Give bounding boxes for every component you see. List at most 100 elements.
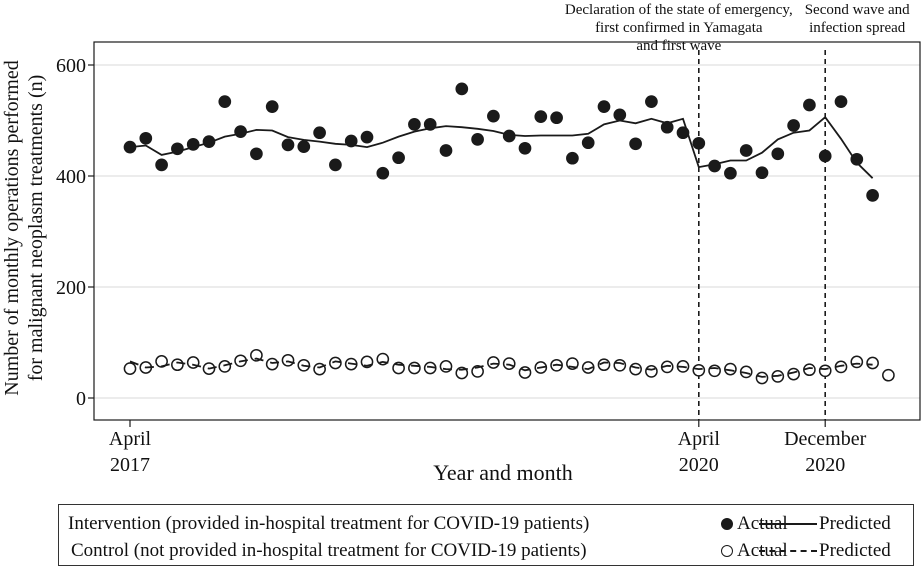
annotation-1-line-0: Second wave and [805,2,910,18]
series-0-point-14 [344,134,358,148]
series-0-point-31 [613,108,627,122]
annotation-0-line-2: and first wave [636,38,721,54]
axis-layer: 0 200 400 600 April 2017 April 2020 December 2020 [56,41,921,476]
series-0-point-20 [439,144,453,157]
series-0-point-8 [250,147,263,161]
y-tick-label-0: 0 [76,388,86,410]
legend-control-label: Control (not provided in-hospital treatm… [71,540,587,561]
series-2-point-39 [739,365,753,379]
series-2-point-22 [471,365,484,378]
x-tick-label-year-1: 2020 [679,454,719,476]
series-0-point-2 [155,158,168,172]
series-2-point-36 [692,363,706,377]
series-2-point-20 [439,360,453,373]
series-0-point-27 [550,111,563,125]
series-2-point-10 [281,353,295,367]
series-0-point-45 [834,95,848,108]
series-0-point-21 [455,82,469,96]
annotation-1-line-1: infection spread [809,20,906,36]
legend-control-actual-marker [721,545,733,557]
series-0-point-25 [518,141,532,155]
series-2-point-47 [866,356,879,370]
series-0-point-22 [471,133,484,146]
legend: Intervention (provided in-hospital treat… [58,504,914,566]
series-0-point-18 [408,118,421,131]
series-2-point-40 [755,371,769,385]
event-layer: Declaration of the state of emergency, fi… [565,2,910,420]
series-0-point-6 [218,95,232,108]
series-2-point-32 [629,362,642,376]
series-3-predicted-line [129,357,873,378]
legend-intervention-predicted-label: Predicted [819,513,891,534]
series-2-point-38 [724,362,737,376]
label-layer: Number of monthly operations performed f… [1,60,573,485]
series-0-point-11 [297,140,311,153]
series-0-point-46 [850,152,864,166]
series-layer [123,82,895,385]
grid-layer [94,64,920,399]
series-2-point-44 [818,364,832,378]
annotation-0-line-0: Declaration of the state of emergency, [565,2,793,18]
legend-control-predicted-label: Predicted [819,540,891,561]
series-0-point-17 [392,151,405,165]
series-2-point-9 [265,357,279,371]
series-0-point-26 [534,110,548,123]
series-2-point-45 [834,360,848,374]
series-0-point-16 [376,166,390,180]
y-tick-label-600: 600 [56,55,86,77]
legend-control-predicted-line [759,550,817,552]
series-0-point-30 [597,100,611,113]
series-2-actual [123,348,895,385]
series-2-point-48 [882,368,895,382]
series-0-point-47 [866,189,879,202]
series-2-point-43 [803,363,816,377]
series-0-point-34 [660,120,674,134]
series-0-point-44 [818,149,832,163]
series-0-point-40 [755,166,769,180]
series-3-predicted [129,357,873,378]
series-2-point-46 [850,355,864,369]
series-1-predicted [129,115,874,179]
series-0-point-9 [265,100,279,113]
legend-intervention-actual-marker [721,518,733,530]
series-0-point-33 [645,95,658,108]
series-0-point-39 [739,144,753,157]
series-2-point-3 [171,358,184,372]
series-2-point-0 [123,362,137,375]
x-tick-label-month-0: April [109,428,152,450]
series-2-point-31 [613,358,627,372]
series-0-point-15 [360,130,374,144]
series-2-point-8 [250,348,263,362]
series-2-point-18 [408,361,421,375]
series-2-point-37 [708,364,721,378]
y-axis-label-line2: for malignant neoplasm treatments (n) [25,75,47,382]
y-axis-label-line1: Number of monthly operations performed [1,60,23,395]
x-tick-label-month-1: April [678,428,721,450]
series-2-point-34 [660,360,674,374]
series-2-point-23 [487,356,500,369]
series-0-point-12 [313,126,326,140]
series-2-point-6 [218,360,232,373]
series-0-actual [123,82,879,202]
plot-frame [93,41,921,421]
y-tick-label-200: 200 [56,277,86,299]
series-0-point-37 [708,159,721,173]
series-2-point-24 [502,357,516,370]
y-tick-label-400: 400 [56,166,86,188]
annotation-0-line-1: first confirmed in Yamagata [595,20,763,36]
x-axis-label: Year and month [433,460,573,485]
series-0-point-29 [581,136,595,150]
series-0-point-23 [487,109,500,123]
series-0-point-38 [724,166,737,180]
series-2-point-29 [581,361,595,374]
legend-intervention-predicted-line [759,523,817,525]
series-0-point-36 [692,136,706,150]
x-tick-label-year-2: 2020 [805,454,845,476]
series-0-point-43 [803,98,816,112]
x-tick-label-month-2: December [784,428,867,450]
series-0-point-1 [139,131,153,145]
legend-intervention-label: Intervention (provided in-hospital treat… [68,513,590,534]
series-0-point-41 [771,147,785,161]
series-2-point-25 [518,366,532,379]
